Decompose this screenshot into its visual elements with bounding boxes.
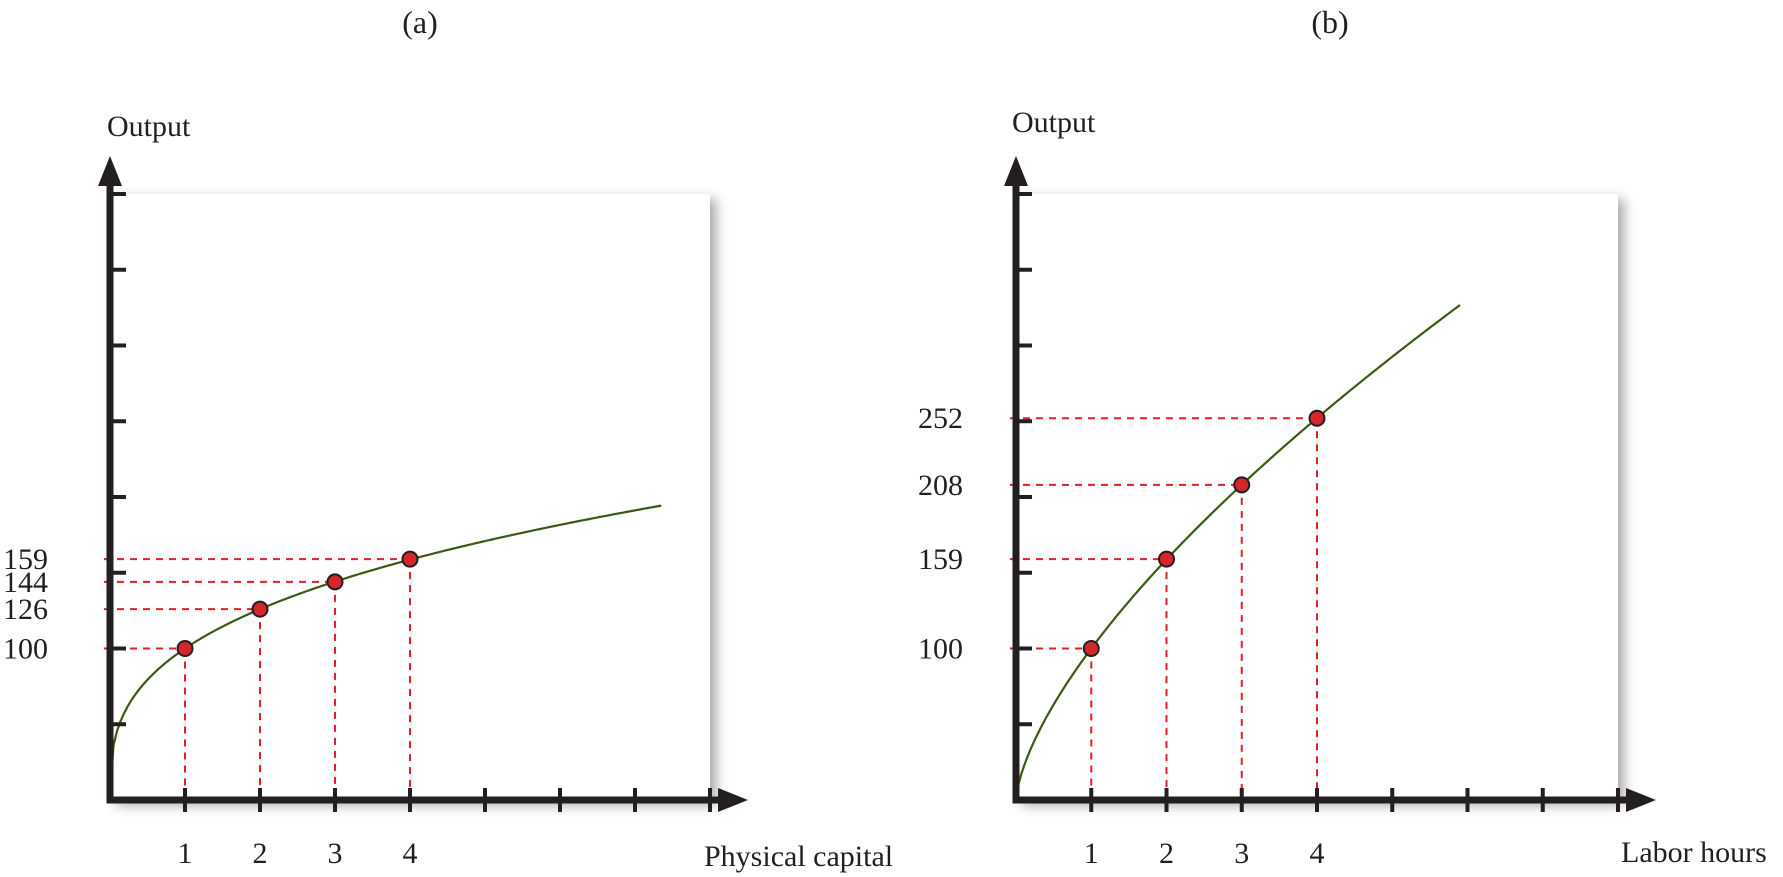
chart-a-point-3: [326, 573, 344, 591]
chart-panel-b: (b) Output Labor hours 1 2 3 4 100 159 208 252: [918, 4, 1767, 870]
chart-a-x-axis-label: Physical capital: [704, 840, 893, 873]
chart-a-y-tick-label-1: 100: [3, 633, 48, 666]
chart-b-x-tick-label-3: 3: [1234, 837, 1249, 870]
chart-b-x-axis-arrow: [1626, 788, 1656, 812]
chart-b-y-tick-label-4: 252: [918, 402, 963, 435]
chart-b-x-tick-label-2: 2: [1159, 837, 1174, 870]
chart-a-x-axis-arrow: [718, 788, 748, 812]
chart-b-x-axis-label: Labor hours: [1621, 836, 1767, 869]
chart-b-point-4: [1308, 409, 1326, 427]
chart-a-x-tick-label-2: 2: [253, 837, 268, 870]
chart-a-point-4: [401, 550, 419, 568]
chart-b-y-tick-label-3: 208: [918, 469, 963, 502]
chart-a-title: (a): [402, 4, 438, 40]
chart-a-y-axis-arrow: [98, 156, 122, 186]
chart-b-point-3: [1233, 476, 1251, 494]
chart-b-y-tick-label-1: 100: [918, 633, 963, 666]
chart-b-point-2: [1158, 550, 1175, 568]
chart-a-y-axis-label: Output: [107, 110, 191, 143]
chart-a-y-tick-label-2: 126: [3, 593, 48, 626]
chart-a-plot-area: [110, 194, 710, 800]
chart-a-y-tick-label-4: 159: [3, 543, 48, 576]
chart-a-point-2: [251, 600, 269, 618]
chart-b-y-axis-arrow: [1004, 156, 1028, 186]
chart-a-y-tick-label-3: 144: [3, 566, 48, 599]
chart-b-x-tick-label-1: 1: [1084, 837, 1099, 870]
chart-a-curve: [108, 504, 662, 801]
chart-a-x-tick-label-3: 3: [328, 837, 343, 870]
chart-panel-a: (a) Output Physical capital 1 2 3 4 100 12614415…: [3, 4, 893, 873]
chart-b-x-tick-label-4: 4: [1310, 837, 1325, 870]
chart-b-point-1: [1082, 640, 1100, 657]
chart-a-x-tick-label-1: 1: [178, 837, 193, 870]
chart-b-y-axis-label: Output: [1012, 106, 1096, 139]
chart-a-point-1: [176, 640, 194, 657]
chart-b-y-tick-label-2: 159: [918, 543, 963, 576]
chart-a-x-tick-label-4: 4: [403, 837, 418, 870]
chart-b-title: (b): [1311, 4, 1348, 40]
